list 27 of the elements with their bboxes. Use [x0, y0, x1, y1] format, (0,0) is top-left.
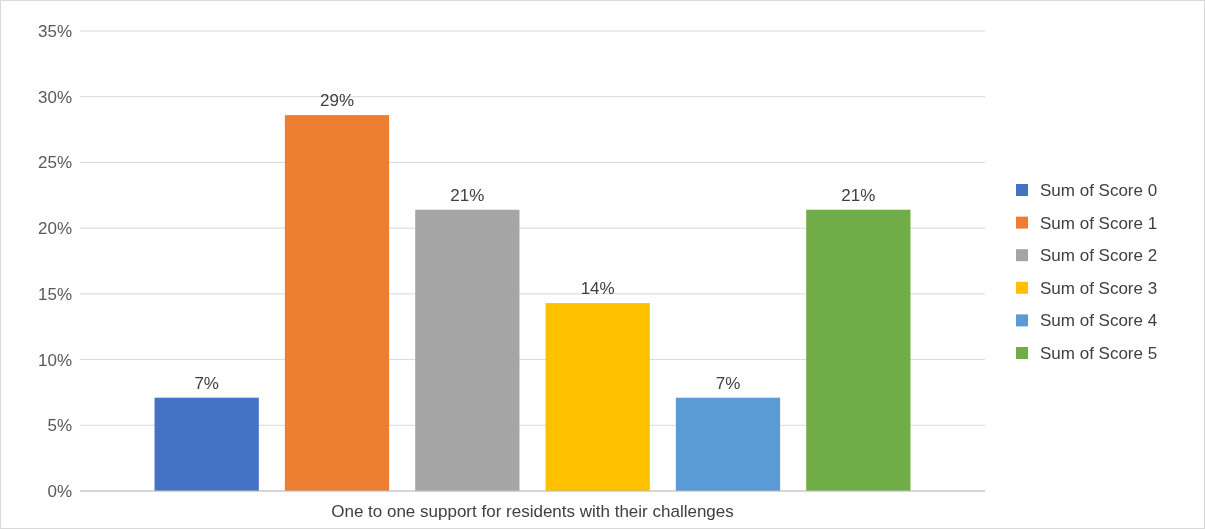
legend-label: Sum of Score 0	[1040, 180, 1158, 200]
data-label: 7%	[715, 373, 741, 393]
data-label: 21%	[841, 185, 876, 205]
x-tick-label: One to one support for residents with their challenges	[331, 502, 734, 521]
data-label: 21%	[450, 185, 485, 205]
bar	[154, 397, 259, 491]
y-tick-label: 30%	[37, 87, 72, 107]
data-label: 14%	[580, 279, 615, 299]
legend-label: Sum of Score 5	[1040, 343, 1158, 363]
data-label: 7%	[194, 373, 219, 393]
y-tick-label: 35%	[37, 21, 72, 41]
bar	[675, 397, 781, 491]
y-tick-label: 5%	[47, 416, 72, 436]
y-tick-label: 10%	[37, 350, 72, 370]
y-tick-label: 0%	[47, 481, 72, 501]
legend-label: Sum of Score 2	[1040, 246, 1158, 266]
bar	[284, 115, 390, 491]
data-label: 29%	[319, 91, 355, 111]
bar	[806, 209, 911, 491]
legend-label: Sum of Score 3	[1040, 278, 1158, 298]
legend-label: Sum of Score 1	[1040, 213, 1158, 233]
y-tick-label: 25%	[37, 153, 72, 173]
y-tick-label: 15%	[37, 284, 72, 304]
bar	[545, 303, 650, 491]
y-tick-label: 20%	[37, 219, 72, 239]
bar	[415, 209, 520, 491]
legend-label: Sum of Score 4	[1040, 311, 1158, 331]
